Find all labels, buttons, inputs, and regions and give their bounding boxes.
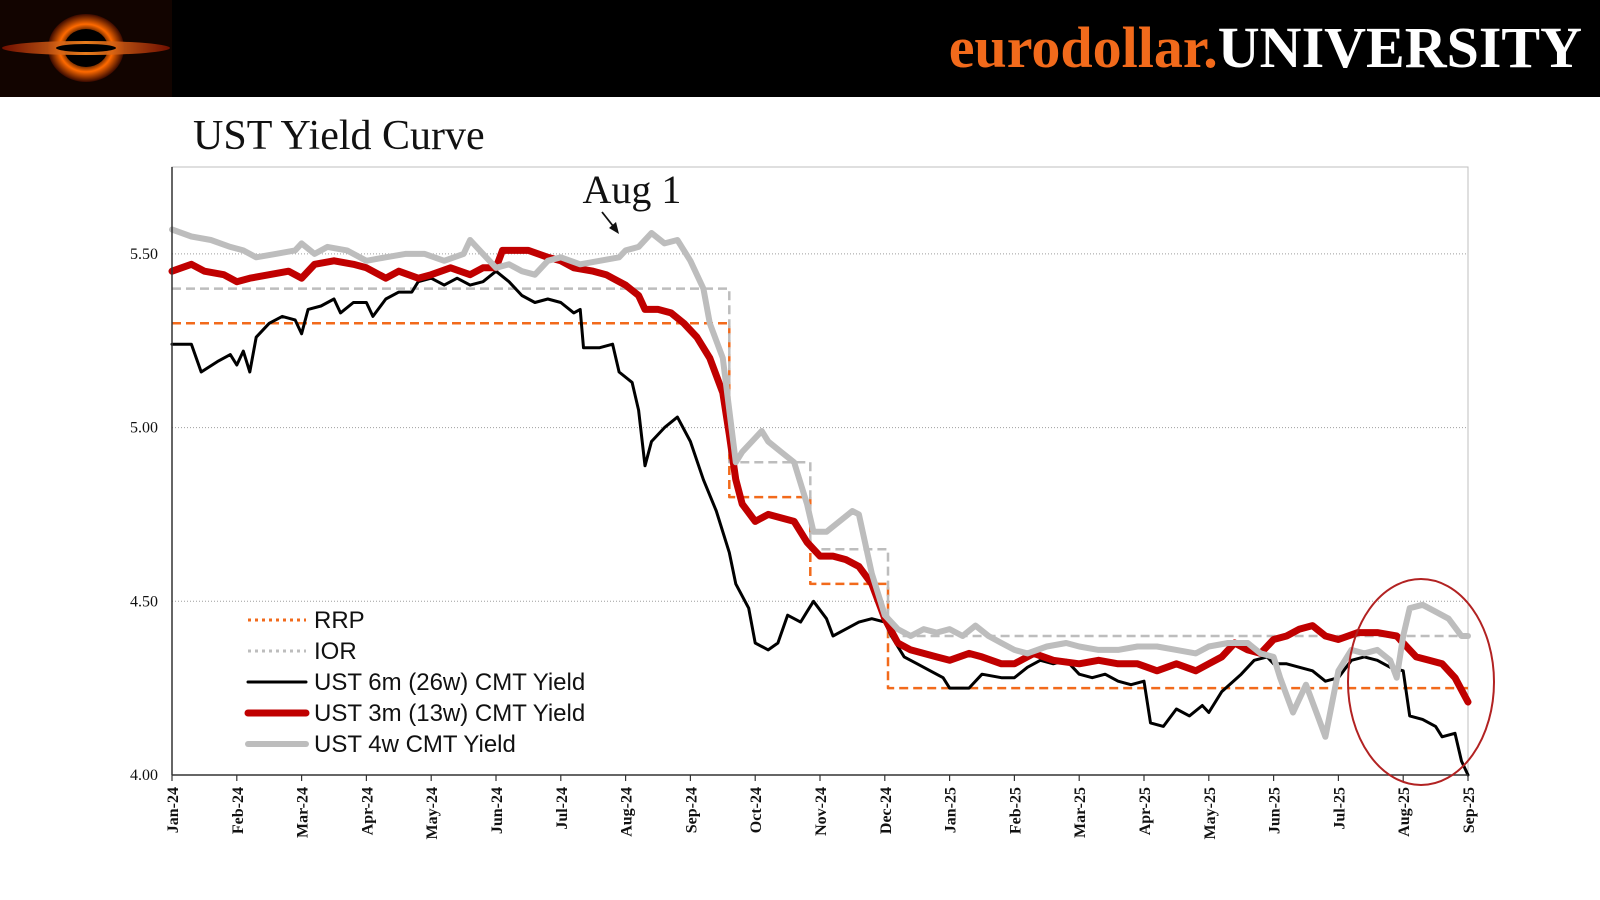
x-tick-label: Aug-25 — [1396, 787, 1413, 837]
series-line-ust-6m-26w-cmt-yield — [170, 269, 1470, 777]
x-tick-label: Apr-24 — [359, 787, 376, 835]
chart-title: UST Yield Curve — [193, 113, 485, 159]
legend-label: UST 6m (26w) CMT Yield — [314, 669, 585, 696]
x-tick-label: Jan-24 — [165, 787, 182, 833]
brand-wordmark: eurodollar.UNIVERSITY — [949, 8, 1582, 88]
x-tick-label: Feb-24 — [230, 787, 247, 834]
series-line-ior — [172, 287, 1468, 638]
x-tick-label: Jun-25 — [1267, 787, 1284, 834]
y-tick-label: 5.50 — [130, 246, 158, 263]
y-tick-label: 4.00 — [130, 767, 158, 784]
x-tick-label: Sep-24 — [683, 787, 700, 833]
annotation-arrow-head — [609, 222, 619, 234]
annotation-aug-1: Aug 1 — [583, 167, 682, 212]
x-tick-label: Aug-24 — [619, 787, 636, 837]
highlight-ellipse — [1347, 578, 1495, 786]
black-hole-logo-icon — [0, 0, 172, 97]
series-line-ust-4w-cmt-yield — [169, 226, 1471, 740]
legend-label: UST 3m (13w) CMT Yield — [314, 700, 585, 727]
x-tick-label: May-25 — [1202, 787, 1219, 839]
y-tick-label: 4.50 — [130, 593, 158, 610]
legend-label: IOR — [314, 638, 357, 665]
x-tick-label: Jul-24 — [554, 787, 571, 830]
header-bar: eurodollar.UNIVERSITY — [0, 0, 1600, 97]
brand-part-university: UNIVERSITY — [1217, 15, 1582, 80]
x-tick-label: Mar-24 — [295, 787, 312, 838]
x-tick-label: May-24 — [424, 787, 441, 839]
x-tick-label: Feb-25 — [1007, 787, 1024, 834]
x-tick-label: Dec-24 — [878, 787, 895, 834]
y-tick-label: 5.00 — [130, 420, 158, 437]
x-tick-label: Mar-25 — [1072, 787, 1089, 838]
x-tick-label: Jan-25 — [943, 787, 960, 833]
x-tick-label: Oct-24 — [748, 787, 765, 833]
x-tick-label: Nov-24 — [813, 787, 830, 836]
series-line-rrp — [172, 322, 1468, 690]
x-tick-label: Sep-25 — [1461, 787, 1478, 833]
x-tick-label: Jun-24 — [489, 787, 506, 834]
x-tick-label: Jul-25 — [1331, 787, 1348, 830]
legend-label: UST 4w CMT Yield — [314, 731, 516, 758]
series-line-ust-3m-13w-cmt-yield — [168, 246, 1472, 706]
x-tick-label: Apr-25 — [1137, 787, 1154, 835]
brand-part-eurodollar: eurodollar. — [948, 15, 1218, 80]
legend-label: RRP — [314, 607, 365, 634]
